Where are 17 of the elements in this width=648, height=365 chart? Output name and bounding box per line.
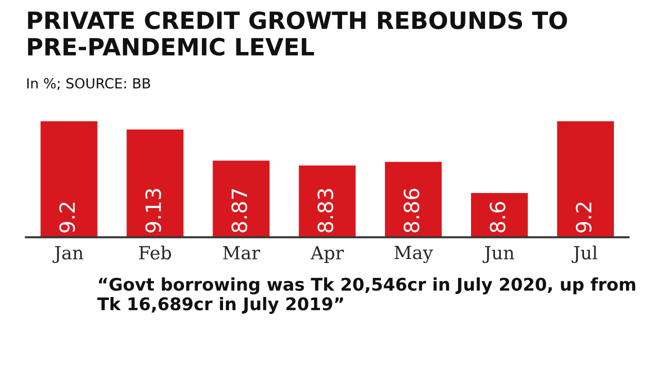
x-tick-label: May: [394, 246, 434, 264]
data-label: 8.86: [404, 188, 420, 232]
data-label: 9.13: [145, 189, 162, 232]
x-tick-label: Jan: [52, 246, 84, 264]
data-label: 8.87: [231, 189, 248, 232]
data-label: 9.2: [59, 202, 76, 232]
x-tick-label: Feb: [139, 246, 172, 260]
x-tick-label: Apr: [310, 246, 344, 264]
x-tick-label: Mar: [223, 246, 260, 260]
data-label: 8.83: [318, 189, 334, 232]
x-tick-label: Jun: [482, 246, 514, 264]
chart-subtitle: In %; SOURCE: BB: [27, 78, 150, 90]
text: “Govt borrowing was Tk 20,546cr in July 2020, up from Tk 16,689cr in July 2019”: [97, 277, 636, 314]
data-label: 9.2: [576, 202, 592, 232]
x-tick-label: Jul: [572, 246, 598, 264]
chart-title: PRIVATE CREDIT GROWTH REBOUNDS TO PRE-PANDEMIC LEVEL: [28, 11, 568, 56]
data-label: 8.6: [490, 202, 506, 232]
